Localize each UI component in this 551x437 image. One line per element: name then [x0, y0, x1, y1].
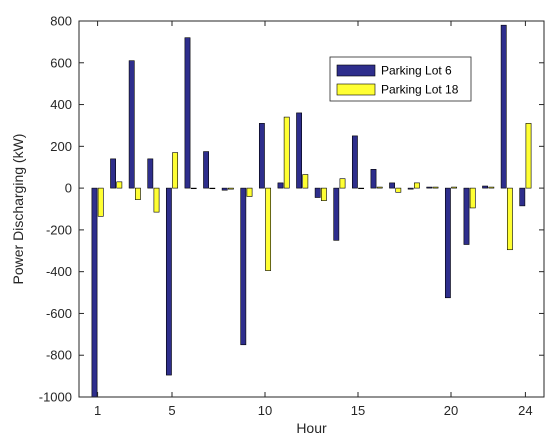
y-tick-label: 800: [50, 14, 72, 29]
bar-parking-lot-18-hour-5: [172, 152, 179, 189]
bar-parking-lot-6-hour-4: [147, 158, 154, 189]
bar-parking-lot-6-hour-1: [91, 187, 98, 398]
bar-parking-lot-6-hour-9: [240, 187, 247, 346]
y-tick-label: -1000: [39, 390, 72, 405]
bar-parking-lot-18-hour-4: [153, 187, 160, 213]
bar-parking-lot-6-hour-11: [277, 182, 284, 189]
bar-parking-lot-6-hour-5: [165, 187, 172, 376]
bar-parking-lot-6-hour-14: [333, 187, 340, 241]
bar-parking-lot-18-hour-24: [525, 123, 532, 189]
legend-label-parking-lot-18: Parking Lot 18: [381, 83, 459, 97]
bar-parking-lot-6-hour-2: [110, 158, 116, 189]
bar-parking-lot-18-hour-13: [320, 187, 327, 201]
y-tick-label: -800: [46, 348, 72, 363]
bar-parking-lot-6-hour-3: [128, 60, 135, 189]
bar-parking-lot-18-hour-3: [135, 187, 141, 200]
plot-frame: [78, 20, 545, 398]
bar-parking-lot-18-hour-7: [209, 187, 216, 190]
bar-parking-lot-18-hour-19: [432, 186, 439, 189]
legend-swatch-parking-lot-6: [336, 64, 376, 77]
bar-parking-lot-18-hour-23: [506, 187, 513, 251]
bar-parking-lot-18-hour-12: [302, 174, 309, 189]
bar-parking-lot-6-hour-19: [426, 186, 433, 189]
bar-parking-lot-18-hour-20: [451, 186, 458, 189]
bar-parking-lot-6-hour-22: [482, 185, 488, 189]
legend-label-parking-lot-6: Parking Lot 6: [381, 64, 452, 78]
bar-parking-lot-18-hour-10: [265, 187, 272, 271]
plot-area: [79, 21, 544, 397]
bar-parking-lot-18-hour-2: [116, 181, 123, 189]
x-axis-label: Hour: [296, 420, 327, 436]
y-tick-label: 0: [65, 181, 72, 196]
bar-parking-lot-6-hour-8: [221, 187, 228, 191]
bar-parking-lot-18-hour-1: [97, 187, 104, 217]
bar-parking-lot-18-hour-6: [190, 187, 197, 190]
bar-parking-lot-6-hour-17: [389, 182, 395, 189]
bar-parking-lot-18-hour-9: [246, 187, 253, 197]
x-tick-label: 5: [168, 403, 175, 418]
bar-parking-lot-6-hour-24: [519, 187, 526, 207]
y-axis-label: Power Discharging (kW): [10, 134, 26, 285]
y-tick-label: 600: [50, 55, 72, 70]
bar-parking-lot-18-hour-11: [283, 116, 290, 189]
bar-parking-lot-6-hour-15: [351, 135, 358, 189]
x-tick-label: 15: [351, 403, 365, 418]
bar-parking-lot-18-hour-21: [469, 187, 476, 209]
bars-group: [91, 24, 532, 398]
y-tick-label: -600: [46, 306, 72, 321]
y-tick-label: 200: [50, 139, 72, 154]
bar-parking-lot-18-hour-18: [413, 182, 420, 189]
bar-parking-lot-18-hour-14: [339, 178, 346, 189]
bar-parking-lot-18-hour-22: [488, 186, 495, 189]
bar-parking-lot-6-hour-21: [463, 187, 470, 245]
legend: Parking Lot 6 Parking Lot 18: [329, 56, 472, 102]
bar-parking-lot-6-hour-16: [370, 169, 377, 189]
y-tick-label: 400: [50, 97, 72, 112]
x-tick-label: 1: [94, 403, 101, 418]
x-tick-label: 20: [444, 403, 458, 418]
bar-parking-lot-6-hour-20: [444, 187, 451, 299]
bar-parking-lot-18-hour-15: [358, 187, 365, 190]
bar-parking-lot-18-hour-16: [376, 186, 383, 189]
bar-parking-lot-6-hour-23: [500, 24, 507, 189]
bar-parking-lot-6-hour-7: [203, 151, 210, 189]
bar-parking-lot-6-hour-13: [314, 187, 321, 198]
bar-parking-lot-6-hour-10: [258, 123, 265, 189]
legend-swatch-parking-lot-18: [336, 83, 376, 96]
bar-parking-lot-6-hour-18: [407, 187, 414, 190]
bar-parking-lot-6-hour-12: [296, 112, 302, 189]
bar-parking-lot-18-hour-17: [395, 187, 402, 193]
x-tick-label: 10: [258, 403, 272, 418]
bar-parking-lot-6-hour-6: [184, 37, 191, 189]
bar-parking-lot-18-hour-8: [228, 187, 234, 190]
y-tick-label: -200: [46, 222, 72, 237]
y-tick-label: -400: [46, 264, 72, 279]
x-tick-label: 24: [518, 403, 532, 418]
